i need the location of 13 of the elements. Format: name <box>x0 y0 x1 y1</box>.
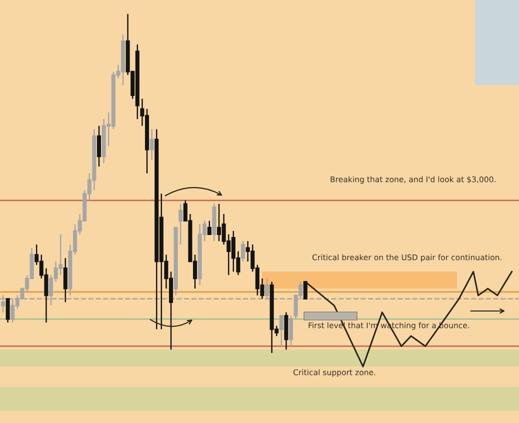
candlestick <box>264 278 270 300</box>
candlestick <box>207 220 212 236</box>
candlestick <box>63 257 68 303</box>
candlestick <box>0 294 6 313</box>
candlestick <box>240 240 246 262</box>
candlestick <box>96 125 102 168</box>
candlestick <box>178 203 183 246</box>
candlestick <box>284 312 288 350</box>
candlestick <box>6 298 10 324</box>
candlestick <box>303 281 308 300</box>
candlestick <box>279 315 284 347</box>
candlestick <box>288 315 294 347</box>
candlestick <box>150 128 154 160</box>
